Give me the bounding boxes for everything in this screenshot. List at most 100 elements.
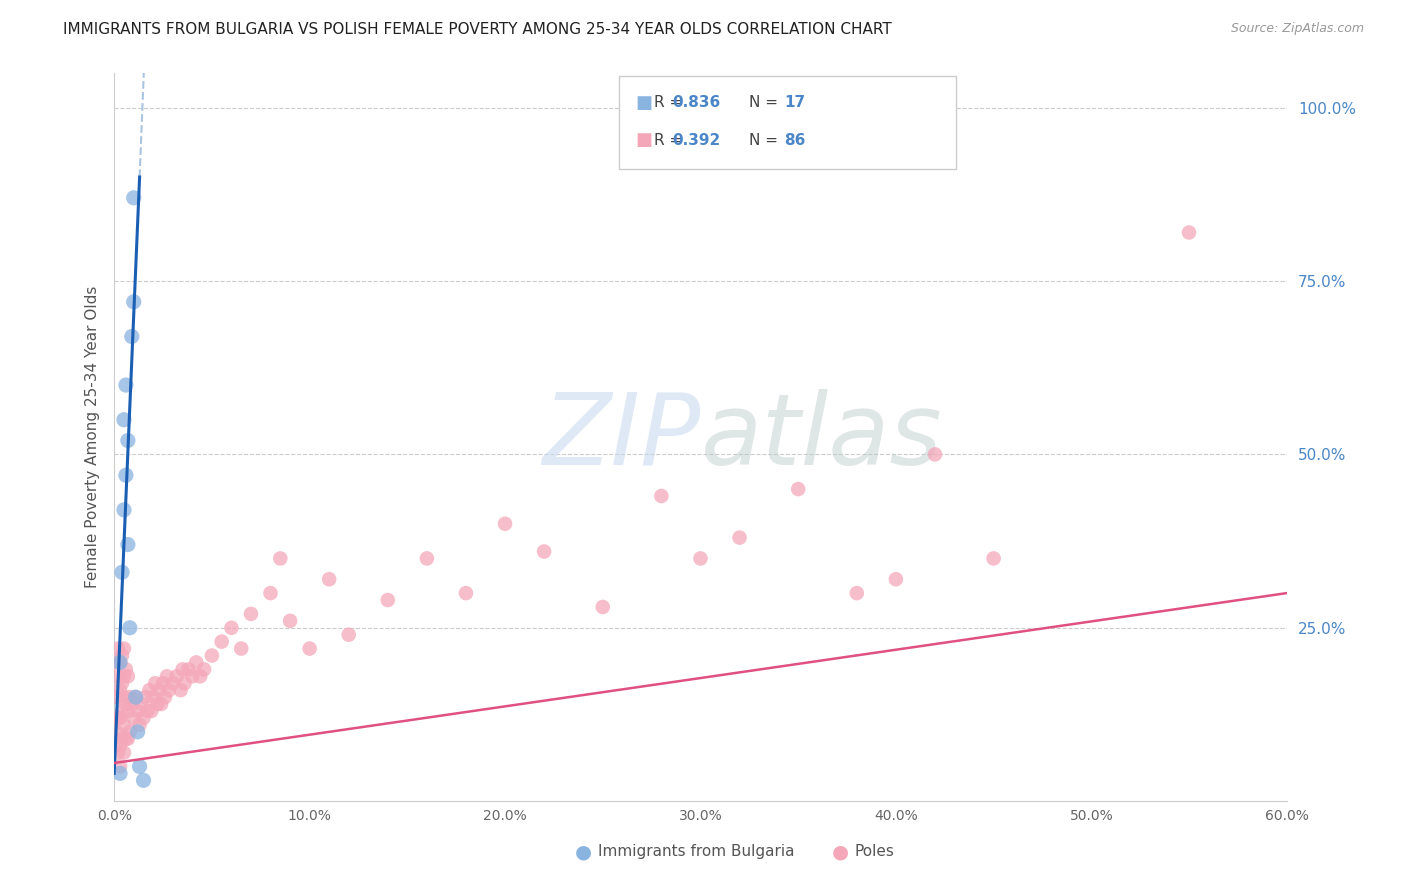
Point [278, 614, 301, 628]
Point [125, 690, 148, 705]
Point [108, 656, 131, 670]
Point [107, 746, 129, 760]
Point [141, 704, 163, 718]
Point [924, 447, 946, 461]
Point [166, 669, 188, 683]
Point [118, 621, 141, 635]
Point [787, 482, 810, 496]
Point [108, 711, 131, 725]
Point [142, 690, 165, 705]
Point [172, 662, 194, 676]
Point [105, 656, 128, 670]
Text: ■: ■ [636, 94, 652, 112]
Point [127, 724, 149, 739]
Point [131, 697, 153, 711]
Point [845, 586, 868, 600]
Point [169, 683, 191, 698]
Point [132, 773, 155, 788]
Point [117, 434, 139, 448]
Point [1178, 226, 1201, 240]
Point [117, 731, 139, 746]
Point [128, 718, 150, 732]
Text: 86: 86 [785, 133, 806, 147]
Point [112, 503, 135, 517]
Point [153, 690, 176, 705]
Point [416, 551, 439, 566]
Text: Source: ZipAtlas.com: Source: ZipAtlas.com [1230, 22, 1364, 36]
Point [115, 697, 138, 711]
Point [337, 628, 360, 642]
Point [136, 704, 159, 718]
Point [148, 683, 170, 698]
Point [125, 690, 148, 705]
Text: N =: N = [749, 95, 783, 110]
Point [117, 704, 139, 718]
Point [105, 690, 128, 705]
Text: R =: R = [654, 133, 688, 147]
Point [157, 683, 180, 698]
Point [162, 676, 184, 690]
Point [115, 731, 138, 746]
Text: IMMIGRANTS FROM BULGARIA VS POLISH FEMALE POVERTY AMONG 25-34 YEAR OLDS CORRELAT: IMMIGRANTS FROM BULGARIA VS POLISH FEMAL… [63, 22, 891, 37]
Text: 0.392: 0.392 [672, 133, 720, 147]
Point [146, 697, 169, 711]
Point [108, 759, 131, 773]
Point [122, 294, 145, 309]
Point [111, 566, 134, 580]
Text: Poles: Poles [855, 845, 894, 859]
Point [884, 572, 907, 586]
Point [108, 739, 131, 753]
Point [107, 641, 129, 656]
Text: R =: R = [654, 95, 688, 110]
Point [728, 531, 751, 545]
Point [111, 676, 134, 690]
Point [107, 711, 129, 725]
Point [111, 731, 134, 746]
Point [592, 599, 614, 614]
Point [188, 669, 211, 683]
Point [115, 378, 138, 392]
Point [108, 683, 131, 698]
Point [138, 683, 160, 698]
Point [240, 607, 263, 621]
Point [259, 586, 281, 600]
Text: ■: ■ [636, 131, 652, 149]
Point [107, 669, 129, 683]
Point [132, 711, 155, 725]
Point [118, 724, 141, 739]
Point [112, 746, 135, 760]
Point [108, 766, 131, 780]
Point [298, 641, 321, 656]
Point [108, 656, 131, 670]
Point [201, 648, 224, 663]
Point [112, 413, 135, 427]
Text: ZIP: ZIP [543, 389, 700, 485]
Text: atlas: atlas [700, 389, 942, 485]
Point [112, 690, 135, 705]
Point [115, 662, 138, 676]
Point [112, 641, 135, 656]
Point [156, 669, 179, 683]
Point [118, 690, 141, 705]
Point [134, 690, 156, 705]
Point [117, 537, 139, 551]
Point [122, 711, 145, 725]
Point [112, 718, 135, 732]
Text: N =: N = [749, 133, 783, 147]
Point [112, 669, 135, 683]
Text: ●: ● [575, 842, 592, 862]
Point [533, 544, 555, 558]
Point [128, 759, 150, 773]
Point [650, 489, 672, 503]
Point [117, 669, 139, 683]
Y-axis label: Female Poverty Among 25-34 Year Olds: Female Poverty Among 25-34 Year Olds [86, 285, 100, 588]
Point [111, 648, 134, 663]
Point [127, 704, 149, 718]
Point [193, 662, 215, 676]
Point [689, 551, 711, 566]
Point [181, 669, 204, 683]
Point [122, 191, 145, 205]
Point [377, 593, 399, 607]
Point [143, 676, 166, 690]
Point [186, 656, 208, 670]
